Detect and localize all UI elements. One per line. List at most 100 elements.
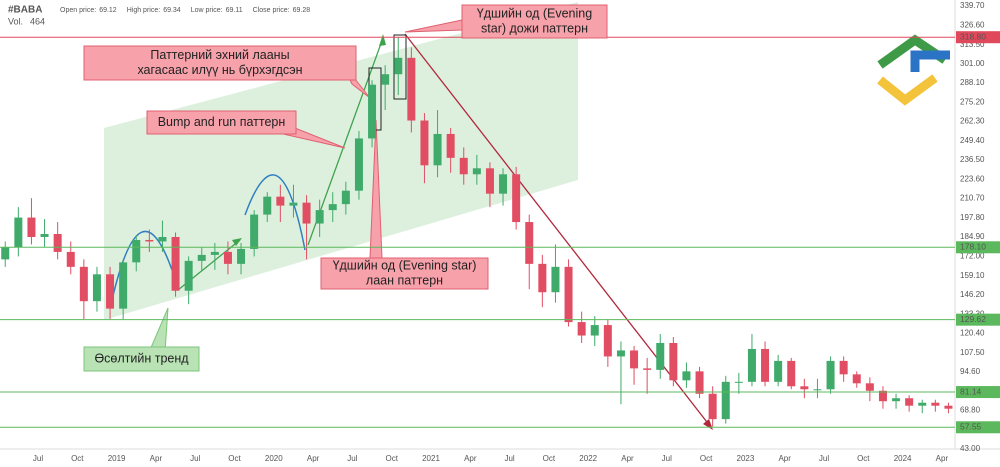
symbol: #BABA: [8, 5, 42, 16]
candle-body: [944, 405, 953, 409]
candle-body: [79, 266, 88, 302]
candle-body: [892, 398, 901, 402]
decorations: [104, 2, 950, 430]
candle-body: [721, 381, 730, 420]
level-label: 129.62: [960, 314, 986, 324]
candle-body: [878, 390, 887, 402]
y-tick-label: 262.30: [960, 117, 985, 126]
field-label: High price:: [127, 7, 161, 14]
candle-body: [499, 174, 508, 194]
x-tick-label: Jul: [504, 454, 514, 463]
candle-body: [708, 393, 717, 420]
x-tick-label: 2021: [422, 454, 440, 463]
x-tick-label: Apr: [464, 454, 477, 463]
candle-body: [250, 214, 259, 249]
candle-body: [839, 360, 848, 375]
candle-body: [158, 236, 167, 242]
candle-body: [695, 371, 704, 394]
x-tick-label: Apr: [150, 454, 163, 463]
candle-body: [852, 374, 861, 384]
candle-body: [669, 342, 678, 381]
candle-body: [40, 233, 49, 237]
level-label: 81.14: [960, 386, 982, 396]
candle-body: [734, 381, 743, 383]
y-tick-label: 172.00: [960, 252, 985, 261]
candle-body: [813, 389, 822, 391]
pattern-box: [393, 34, 407, 100]
candle-body: [53, 233, 62, 252]
x-tick-label: 2024: [894, 454, 912, 463]
x-tick-label: Oct: [385, 454, 398, 463]
candle-body: [577, 322, 586, 336]
candle-body: [302, 202, 311, 224]
annotation-box: [461, 4, 608, 39]
candle-body: [237, 248, 246, 264]
level-label-box: [956, 31, 1000, 44]
candle-body: [905, 398, 914, 406]
y-tick-label: 301.00: [960, 59, 985, 68]
y-tick-label: 275.20: [960, 97, 985, 106]
candle-body: [407, 57, 416, 121]
candle-body: [800, 386, 809, 390]
annotation-text: Паттерний эхний лааны: [150, 48, 289, 62]
level-label-box: [956, 313, 1000, 326]
x-tick-label: 2022: [579, 454, 597, 463]
y-tick-label: 68.80: [960, 406, 981, 415]
x-tick-label: 2023: [737, 454, 755, 463]
candle-body: [145, 239, 154, 242]
y-tick-label: 223.60: [960, 174, 985, 183]
candle-body: [420, 120, 429, 166]
annotation-box: [320, 257, 489, 290]
x-tick-label: Apr: [307, 454, 320, 463]
candle-body: [14, 217, 23, 248]
level-label: 318.80: [960, 31, 986, 41]
candle-body: [446, 133, 455, 158]
candle-body: [865, 383, 874, 391]
candle-body: [918, 402, 927, 406]
candle-body: [774, 360, 783, 382]
annotation-text: лаан паттерн: [366, 273, 443, 287]
candle-body: [485, 168, 494, 194]
candle-body: [66, 251, 75, 267]
candle-body: [433, 133, 442, 166]
field-label: Low price:: [191, 7, 223, 14]
y-tick-label: 146.20: [960, 290, 985, 299]
candle-body: [106, 274, 115, 309]
x-tick-label: Oct: [700, 454, 713, 463]
candle-body: [354, 138, 363, 191]
x-tick-label: Oct: [228, 454, 241, 463]
candle-body: [328, 204, 337, 211]
arrow-head: [232, 238, 242, 246]
x-tick-label: Jul: [819, 454, 829, 463]
candle-body: [525, 222, 534, 264]
x-tick-label: Oct: [857, 454, 870, 463]
logo: [877, 34, 950, 106]
x-tick-label: Jul: [33, 454, 43, 463]
candle-body: [551, 266, 560, 293]
candle-body: [630, 350, 639, 369]
y-tick-label: 43.00: [960, 444, 981, 453]
candle-body: [826, 360, 835, 390]
candle-body: [761, 348, 770, 382]
candle-body: [92, 274, 101, 302]
candle-body: [263, 196, 272, 215]
y-tick-label: 249.40: [960, 136, 985, 145]
candle-body: [119, 262, 128, 309]
candle-body: [197, 254, 206, 261]
x-tick-label: Oct: [71, 454, 84, 463]
candle-body: [381, 74, 390, 85]
y-tick-label: 184.90: [960, 232, 985, 241]
field-label: Close price:: [253, 7, 290, 14]
y-tick-label: 313.50: [960, 40, 985, 49]
candle-body: [656, 342, 665, 370]
y-tick-label: 339.70: [960, 1, 985, 10]
x-tick-label: Jul: [190, 454, 200, 463]
y-tick-label: 326.60: [960, 21, 985, 30]
candle-body: [132, 239, 141, 263]
candle-body: [315, 210, 324, 224]
annotation-box: [146, 110, 297, 135]
y-tick-label: 159.10: [960, 271, 985, 280]
candle-body: [210, 251, 219, 255]
